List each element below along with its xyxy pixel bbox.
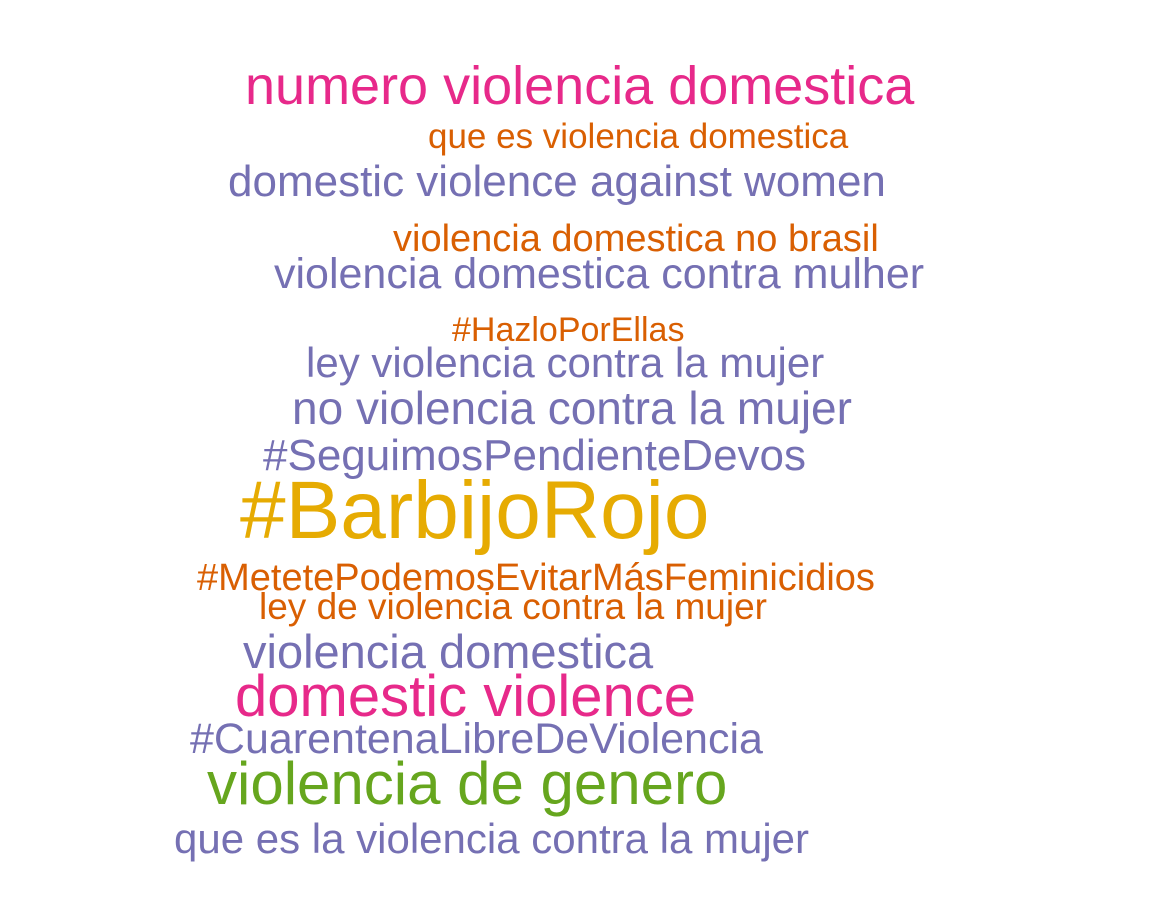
word-cloud-term: que es violencia domestica (428, 116, 849, 156)
word-cloud-term: #SeguimosPendienteDevos (263, 431, 807, 481)
word-cloud-term: no violencia contra la mujer (292, 381, 852, 434)
word-cloud-term: domestic violence (235, 663, 696, 729)
word-cloud-term: ley violencia contra la mujer (306, 339, 825, 387)
word-cloud-term: #HazloPorEllas (452, 311, 685, 350)
word-cloud-term: #BarbijoRojo (240, 465, 710, 557)
word-cloud-term: violencia de genero (207, 750, 728, 817)
word-cloud-term: #CuarentenaLibreDeViolencia (190, 715, 763, 764)
word-cloud-term: domestic violence against women (228, 157, 886, 207)
word-cloud-term: #MetetePodemosEvitarMásFeminicidios (197, 556, 875, 599)
word-cloud-term: violencia domestica contra mulher (274, 250, 925, 299)
word-cloud-term: violencia domestica no brasil (393, 217, 879, 260)
word-cloud-term: numero violencia domestica (245, 56, 915, 117)
word-cloud-term: que es la violencia contra la mujer (174, 815, 810, 863)
word-cloud-term: ley de violencia contra la mujer (259, 585, 767, 627)
word-cloud-term: violencia domestica (243, 624, 654, 678)
